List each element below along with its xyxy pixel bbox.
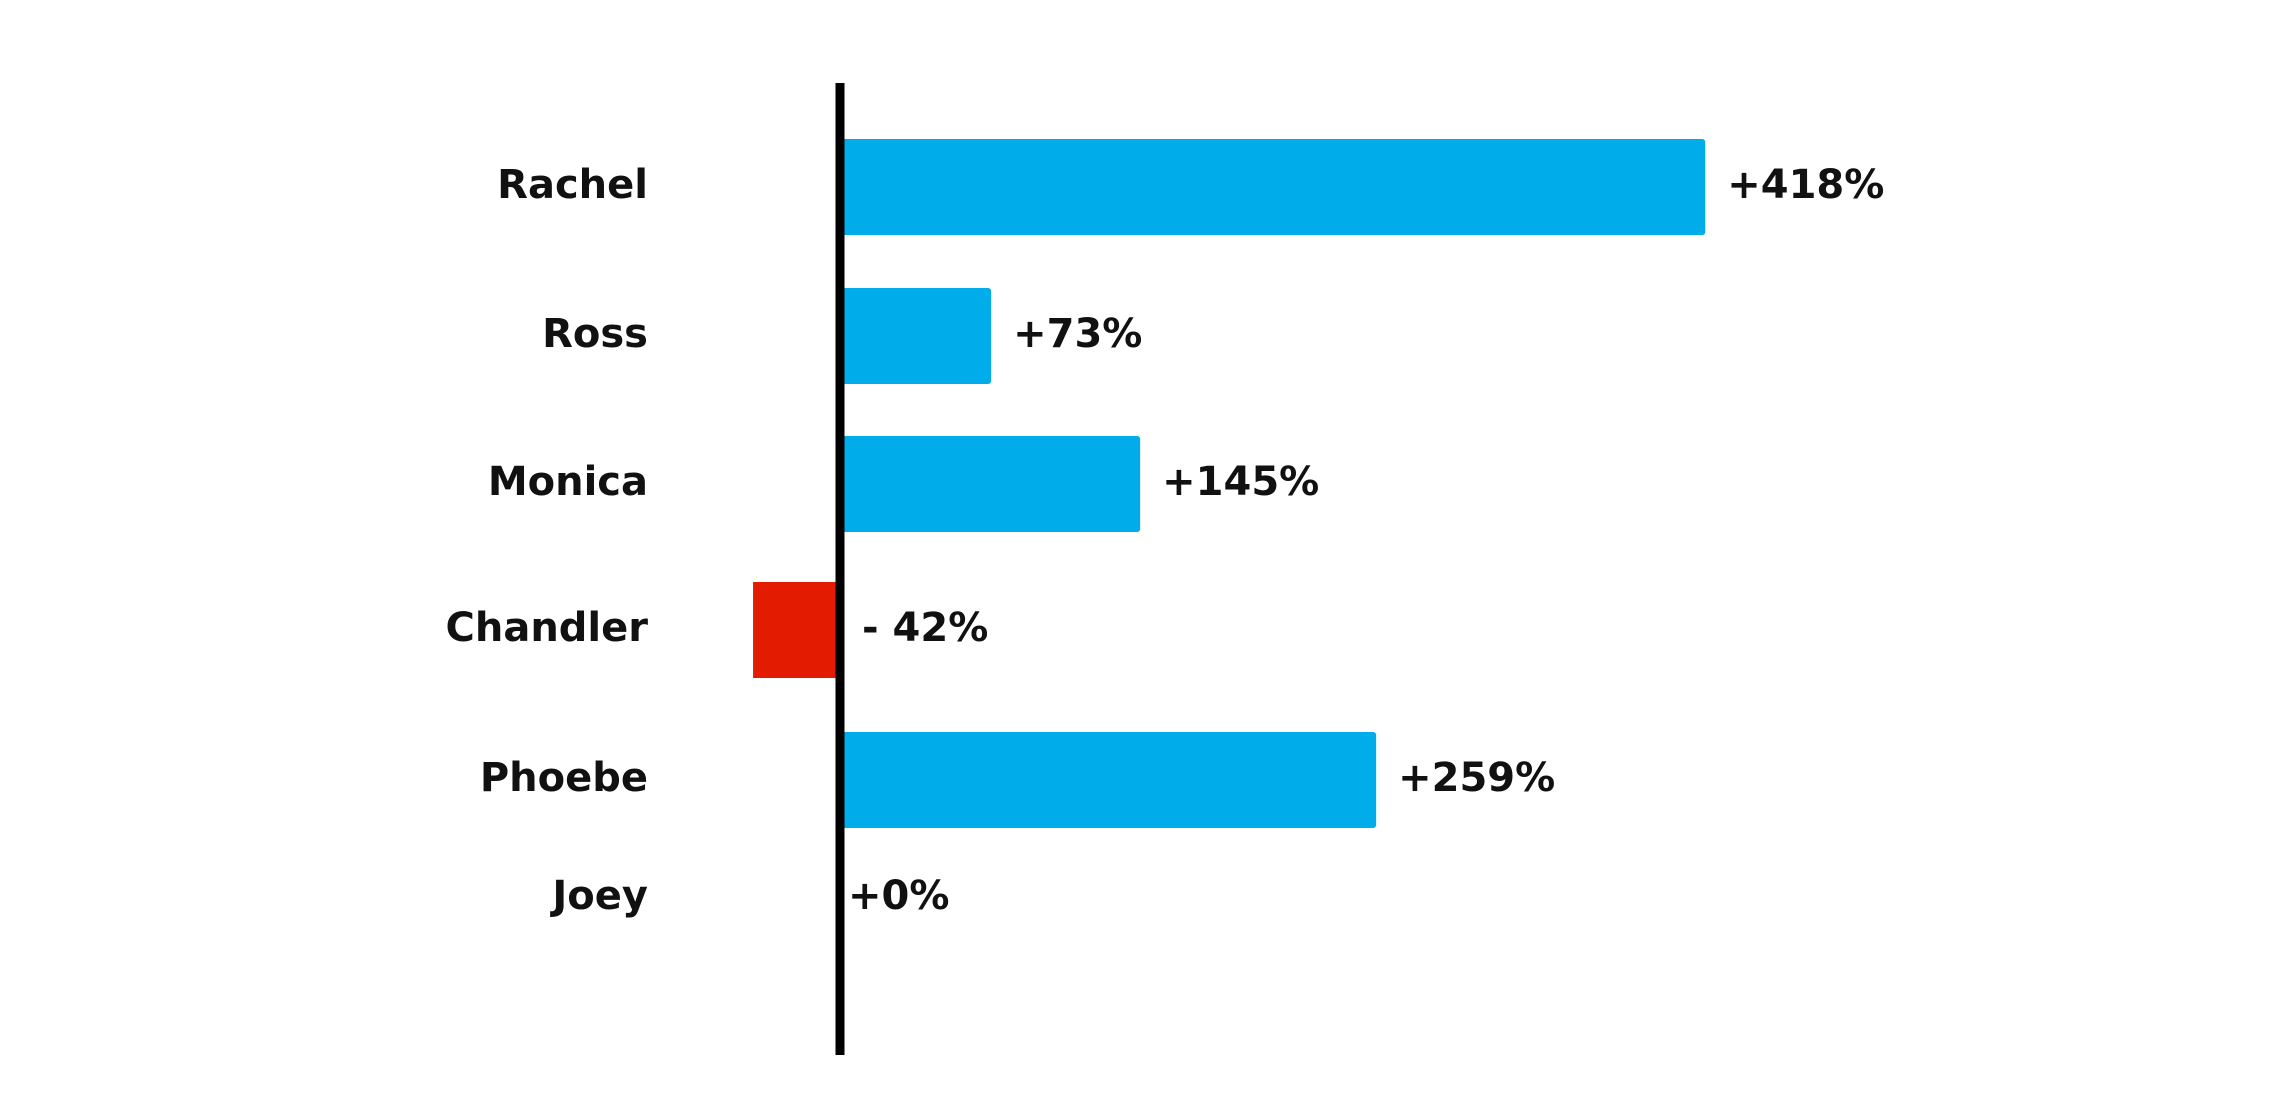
category-label: Ross [542,311,648,357]
value-label: - 42% [862,605,988,651]
bar [753,582,840,678]
value-label: +73% [1013,311,1142,357]
category-label: Rachel [497,162,648,208]
category-label: Phoebe [480,755,648,801]
bar [840,436,1141,532]
bar [840,139,1706,235]
category-label: Chandler [446,605,649,651]
bar [840,288,992,384]
category-label: Joey [549,873,648,919]
value-label: +145% [1162,459,1319,505]
value-label: +0% [848,873,949,919]
value-label: +259% [1398,755,1555,801]
category-label: Monica [488,459,648,505]
value-label: +418% [1727,162,1884,208]
bar [840,732,1377,828]
